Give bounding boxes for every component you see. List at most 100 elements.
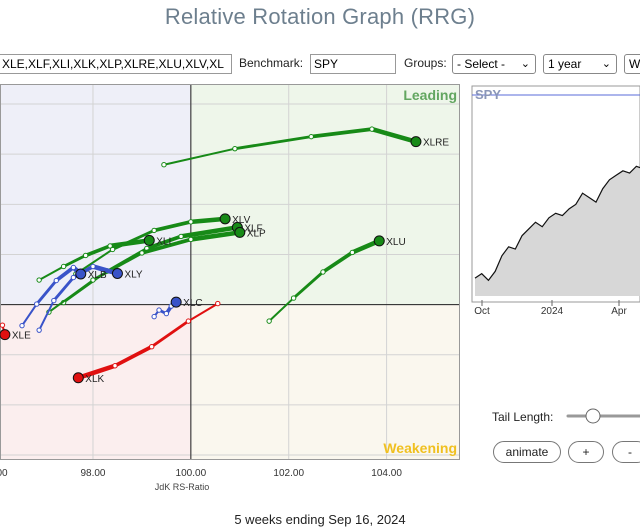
head-point[interactable] — [234, 226, 246, 238]
series-label: XLV — [232, 215, 250, 226]
frequency-select-value: W — [629, 57, 640, 71]
tail-segment — [75, 363, 118, 381]
tail-point — [0, 322, 6, 328]
tail-segment — [233, 135, 313, 151]
tail-length-slider[interactable] — [566, 406, 640, 426]
series-label: XLU — [386, 237, 405, 248]
tail-segment — [83, 244, 112, 258]
benchmark-input[interactable] — [310, 54, 396, 74]
page-title: Relative Rotation Graph (RRG) — [164, 4, 476, 29]
tail-segment — [62, 254, 88, 268]
tail-point — [149, 343, 155, 350]
tail-segment — [150, 319, 190, 349]
series-label: XLY — [124, 270, 142, 281]
tail-point — [161, 162, 167, 168]
tail-segment — [188, 216, 228, 225]
head-point[interactable] — [410, 136, 422, 148]
spy-tick-label: Apr — [611, 306, 627, 317]
plot-frame — [0, 84, 460, 460]
tail-segment — [140, 237, 193, 255]
tail-point — [90, 277, 96, 283]
tail-point — [151, 227, 157, 234]
tail-segment — [38, 265, 65, 282]
tail-segment — [54, 265, 76, 283]
series-xlre[interactable]: XLRE — [161, 126, 450, 168]
x-axis-label: JdK RS-Ratio — [155, 482, 210, 492]
series-xlu[interactable]: XLU — [266, 235, 406, 324]
tail-segment — [309, 127, 374, 139]
tail-segment — [38, 299, 55, 332]
slider-thumb[interactable] — [585, 408, 601, 424]
quadrants — [0, 84, 460, 460]
series-label: XLE — [12, 331, 31, 342]
groups-select[interactable]: - Select - ⌄ — [452, 54, 536, 74]
series-label: XLC — [183, 298, 202, 309]
quadrant-lagging — [0, 304, 191, 460]
tail-point — [107, 243, 113, 249]
quadrant-label-weakening: Weakening — [383, 440, 457, 456]
tail-point — [178, 233, 184, 240]
step-forward-button[interactable]: + — [568, 441, 604, 463]
head-point[interactable] — [0, 329, 11, 341]
tail-length-label: Tail Length: — [492, 410, 554, 424]
step-back-button[interactable]: - — [612, 441, 640, 463]
symbols-input[interactable] — [0, 54, 232, 74]
tail-point — [349, 249, 356, 256]
series-label: XLRE — [423, 138, 449, 149]
series-label: XLK — [85, 374, 104, 385]
series-xli[interactable]: XLI — [36, 234, 171, 283]
tail-segment — [47, 279, 94, 314]
x-tick-label: 98.00 — [80, 468, 105, 479]
tail-segment — [91, 251, 144, 282]
series-label: XLF — [244, 223, 262, 234]
spy-area — [475, 166, 640, 296]
tail-point — [112, 363, 118, 369]
series-xle[interactable]: XLE — [0, 322, 31, 342]
period-select[interactable]: 1 year ⌄ — [543, 54, 617, 74]
tail-point — [156, 307, 162, 313]
chevron-down-icon: ⌄ — [520, 58, 530, 70]
tail-point — [369, 126, 375, 132]
series-xlk[interactable]: XLK — [72, 300, 221, 385]
tail-point — [60, 263, 67, 270]
spy-tick-label: 2024 — [541, 306, 564, 317]
tail-point — [51, 297, 57, 304]
tail-segment — [52, 276, 75, 303]
frequency-select[interactable]: W — [624, 54, 640, 74]
tail-point — [266, 318, 272, 324]
series-label: XLP — [247, 228, 266, 239]
series-xlp[interactable]: XLP — [46, 226, 266, 315]
groups-label: Groups: — [404, 56, 447, 70]
tail-segment — [144, 234, 183, 251]
tail-segment — [188, 230, 243, 242]
head-point[interactable] — [219, 213, 231, 225]
animate-button[interactable]: animate — [493, 441, 561, 463]
quadrant-label-leading: Leading — [403, 87, 457, 103]
tail-segment — [21, 303, 38, 327]
series-xlb[interactable]: XLB — [19, 264, 107, 329]
rrg-gridlines — [0, 84, 460, 460]
period-caption: 5 weeks ending Sep 16, 2024 — [234, 512, 406, 527]
x-tick-label: 102.00 — [273, 468, 304, 479]
head-point[interactable] — [170, 296, 182, 308]
tail-segment — [268, 297, 295, 323]
series-xlc[interactable]: XLC — [151, 296, 203, 320]
tail-segment — [321, 250, 355, 274]
head-point[interactable] — [143, 234, 155, 246]
spy-tick-label: Oct — [474, 306, 490, 317]
head-point[interactable] — [111, 268, 123, 280]
tail-point — [19, 322, 25, 329]
tail-point — [185, 318, 192, 324]
tail-point — [36, 327, 42, 333]
head-point[interactable] — [72, 372, 84, 384]
chevron-down-icon: ⌄ — [601, 58, 611, 70]
tail-point — [82, 252, 89, 259]
head-point[interactable] — [75, 268, 87, 280]
x-tick-label: 100.00 — [176, 468, 207, 479]
tail-point — [188, 236, 194, 243]
tail-point — [70, 264, 77, 271]
head-point[interactable] — [373, 235, 385, 247]
tail-segment — [162, 147, 236, 166]
tail-segment — [292, 270, 325, 300]
